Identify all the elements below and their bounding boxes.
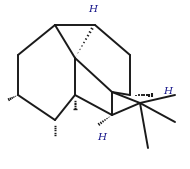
- Text: H: H: [89, 6, 97, 15]
- Text: H: H: [97, 134, 107, 142]
- Text: H: H: [163, 88, 172, 96]
